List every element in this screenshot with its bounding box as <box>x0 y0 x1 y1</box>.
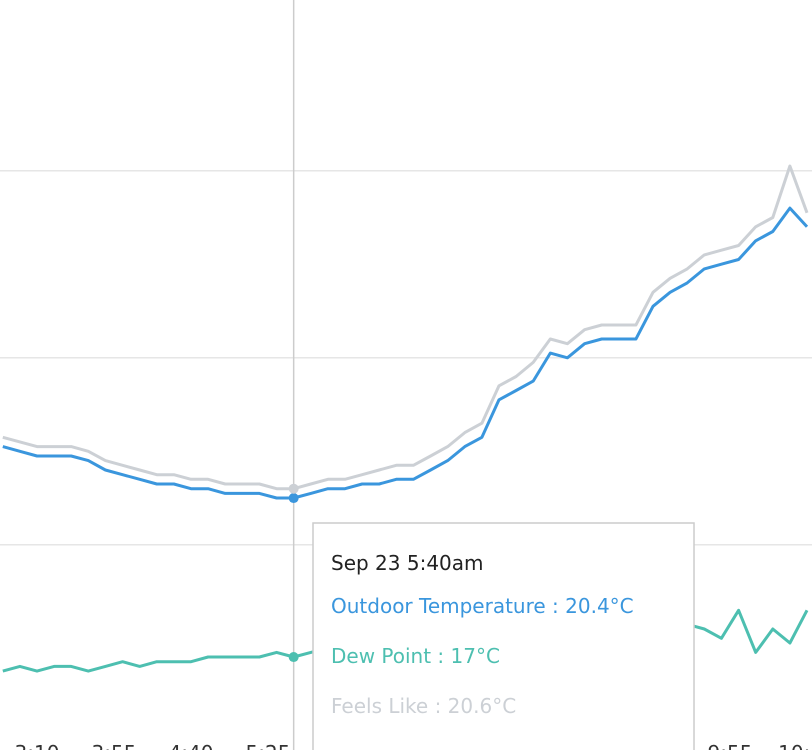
series-line <box>2 164 809 491</box>
tooltip-line: Outdoor Temperature : 20.4°C <box>331 594 634 618</box>
x-tick-label: 9:55 <box>708 741 753 750</box>
x-tick-label: 5:25 <box>246 741 291 750</box>
series-line <box>2 206 809 500</box>
x-tick-label: 10:40 <box>778 741 812 750</box>
hover-point <box>288 652 299 663</box>
tooltip-box <box>312 522 695 750</box>
x-tick-label: 3:10 <box>15 741 60 750</box>
tooltip-title: Sep 23 5:40am <box>331 551 484 575</box>
tooltip-line: Feels Like : 20.6°C <box>331 694 516 718</box>
x-tick-label: 4:40 <box>169 741 214 750</box>
hover-point <box>288 493 299 504</box>
x-tick-label: 3:55 <box>92 741 137 750</box>
hover-point <box>288 483 299 494</box>
tooltip-line: Dew Point : 17°C <box>331 644 500 668</box>
tooltip: Sep 23 5:40am Outdoor Temperature : 20.4°… <box>312 522 695 750</box>
